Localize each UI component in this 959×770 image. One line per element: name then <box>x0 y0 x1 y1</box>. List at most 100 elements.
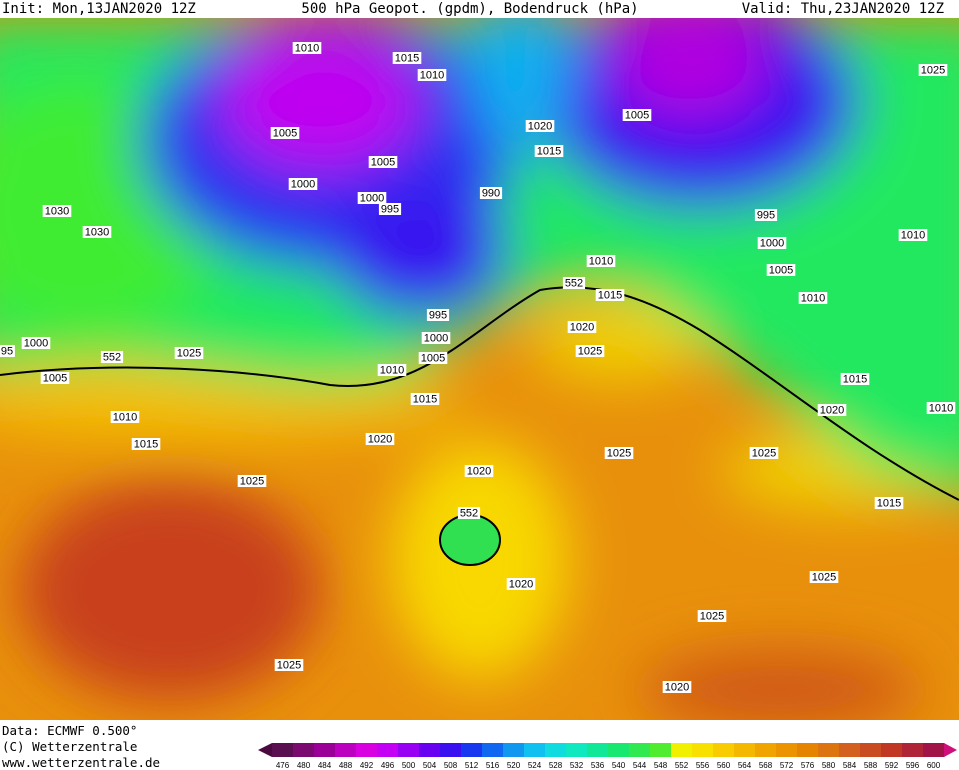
colorbar-label: 496 <box>381 761 395 770</box>
colorbar-label: 556 <box>696 761 710 770</box>
colorbar-swatch <box>587 743 609 757</box>
contour-label: 1005 <box>769 264 793 276</box>
colorbar-swatch <box>839 743 861 757</box>
contour-label: 1015 <box>537 145 561 157</box>
colorbar-swatch <box>293 743 315 757</box>
label-box <box>840 373 870 385</box>
label-box <box>464 465 494 477</box>
colorbar-label: 560 <box>717 761 731 770</box>
label-box <box>418 352 448 364</box>
label-box <box>622 109 652 121</box>
contour-label: 1025 <box>240 475 264 487</box>
label-box <box>809 571 839 583</box>
label-box <box>575 345 605 357</box>
colorbar-high-arrow <box>944 743 957 757</box>
contour-label: 1010 <box>420 69 444 81</box>
contour-label: 1010 <box>113 411 137 423</box>
label-box <box>378 203 402 215</box>
colorbar-low-arrow <box>258 743 272 757</box>
contour-label: 1025 <box>607 447 631 459</box>
contour-label: 1025 <box>177 347 201 359</box>
label-box <box>586 255 616 267</box>
colorbar-label: 520 <box>507 761 521 770</box>
label-box <box>918 64 948 76</box>
contour-label: 1005 <box>625 109 649 121</box>
label-box <box>766 264 796 276</box>
valid-text: Valid: Thu,23JAN2020 12Z <box>742 1 944 17</box>
colorbar-swatch <box>881 743 903 757</box>
contour-label: 1030 <box>85 226 109 238</box>
label-box <box>457 507 481 519</box>
label-box <box>377 364 407 376</box>
copyright: (C) Wetterzentrale <box>2 739 137 754</box>
label-box <box>368 156 398 168</box>
contour-label: 1025 <box>277 659 301 671</box>
colorbar-swatch <box>272 743 294 757</box>
contour-label: 1000 <box>291 178 315 190</box>
label-box <box>926 402 956 414</box>
colorbar-label: 592 <box>885 761 899 770</box>
colorbar-label: 492 <box>360 761 374 770</box>
label-box <box>40 372 70 384</box>
contour-label: 995 <box>757 209 775 221</box>
contour-label: 1020 <box>570 321 594 333</box>
label-box <box>874 497 904 509</box>
colorbar-swatch <box>503 743 525 757</box>
contour-label: 1010 <box>380 364 404 376</box>
colorbar-swatch <box>629 743 651 757</box>
contour-label: 1015 <box>877 497 901 509</box>
map-title: 500 hPa Geopot. (gpdm), Bodendruck (hPa) <box>301 1 638 17</box>
contour-label: 1005 <box>371 156 395 168</box>
contour-label: 1020 <box>665 681 689 693</box>
data-source: Data: ECMWF 0.500° <box>2 723 137 738</box>
label-box <box>288 178 318 190</box>
label-box <box>562 277 586 289</box>
contour-label: 552 <box>460 507 478 519</box>
colorbar-label: 568 <box>759 761 773 770</box>
colorbar-label: 600 <box>927 761 941 770</box>
contour-label: 1010 <box>295 42 319 54</box>
label-box <box>0 345 15 357</box>
contour-label: 1025 <box>921 64 945 76</box>
colorbar-swatch <box>314 743 336 757</box>
contour-label: 1025 <box>752 447 776 459</box>
label-box <box>410 393 440 405</box>
label-box <box>754 209 778 221</box>
label-box <box>270 127 300 139</box>
label-box <box>237 475 267 487</box>
colorbar-swatch <box>356 743 378 757</box>
contour-label: 1020 <box>368 433 392 445</box>
colorbar-swatch <box>398 743 420 757</box>
colorbar-label: 504 <box>423 761 437 770</box>
colorbar-label: 508 <box>444 761 458 770</box>
label-box <box>21 337 51 349</box>
colorbar-swatch <box>482 743 504 757</box>
colorbar-label: 532 <box>570 761 584 770</box>
colorbar-label: 596 <box>906 761 920 770</box>
label-box <box>567 321 597 333</box>
label-box <box>697 610 727 622</box>
label-box <box>131 438 161 450</box>
colorbar-label: 488 <box>339 761 353 770</box>
contour-label: 1015 <box>413 393 437 405</box>
colorbar-swatch <box>524 743 546 757</box>
colorbar-swatch <box>797 743 819 757</box>
label-box <box>662 681 692 693</box>
colorbar-label: 500 <box>402 761 416 770</box>
contour-label: 1000 <box>760 237 784 249</box>
colorbar-label: 524 <box>528 761 542 770</box>
label-box <box>174 347 204 359</box>
isobar-labels: 1010101510101005100510001000995990102010… <box>0 42 956 693</box>
colorbar-label: 548 <box>654 761 668 770</box>
contour-label: 1010 <box>589 255 613 267</box>
label-box <box>898 229 928 241</box>
colorbar-swatch <box>860 743 882 757</box>
label-box <box>100 351 124 363</box>
colorbar-swatch <box>335 743 357 757</box>
contour-label: 995 <box>429 309 447 321</box>
colorbar-swatch <box>377 743 399 757</box>
contour-label: 995 <box>381 203 399 215</box>
colorbar-swatch <box>818 743 840 757</box>
